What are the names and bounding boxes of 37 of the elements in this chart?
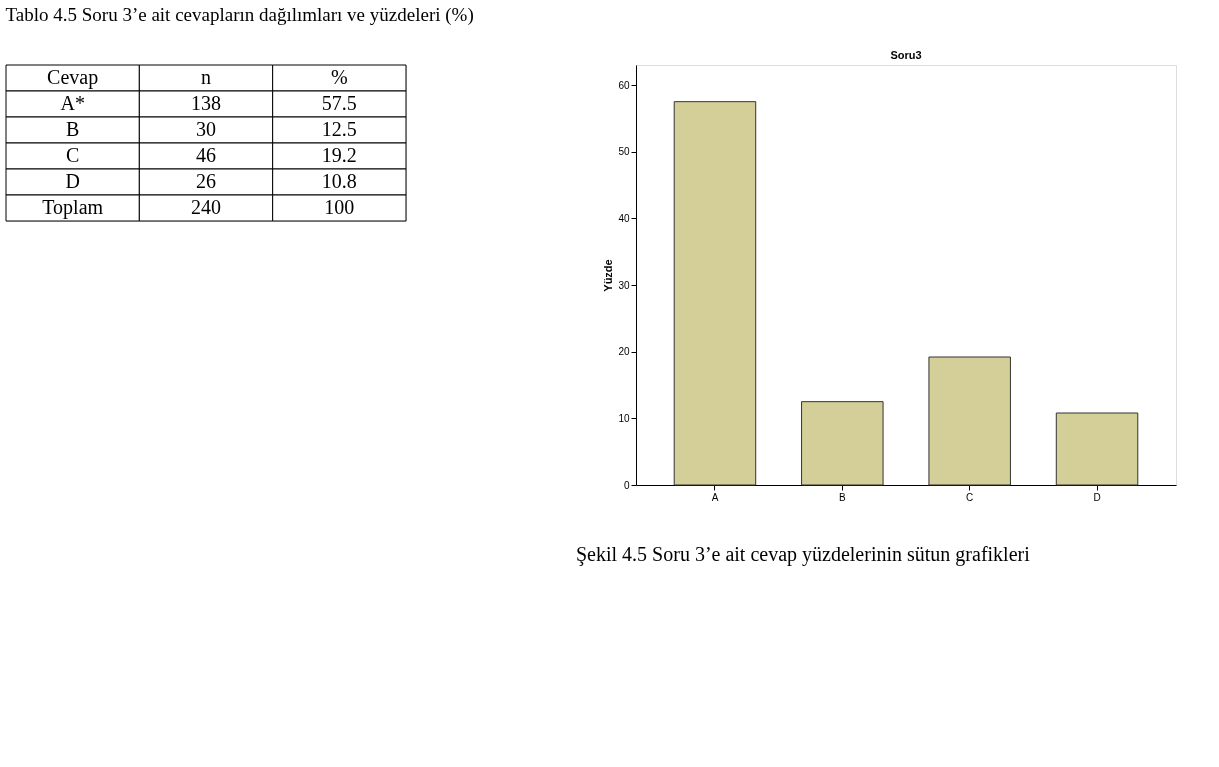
text: 19.2: [321, 144, 357, 166]
text: 138: [191, 92, 221, 114]
y-tick-label: 50: [618, 146, 630, 158]
text: 10.8: [321, 170, 357, 192]
text: Tablo 4.5 Soru 3’e ait cevapların dağılımları ve yüzdeleri (%): [5, 3, 474, 26]
y-tick-label: 20: [618, 346, 630, 358]
text: Cevap: [47, 66, 99, 89]
text: 240: [191, 196, 221, 218]
y-tick-label: 0: [623, 479, 630, 491]
y-axis-title: Yüzde: [602, 259, 615, 292]
text: B: [65, 118, 80, 140]
text: 30: [196, 118, 216, 140]
text: 46: [196, 144, 216, 166]
text: D: [65, 170, 80, 192]
x-tick-label: B: [838, 491, 846, 503]
y-tick-label: 40: [618, 212, 630, 224]
bar: [801, 401, 884, 486]
x-tick-label: A: [711, 491, 719, 503]
text: A*: [60, 92, 85, 114]
bar: [928, 356, 1011, 486]
y-tick-label: 60: [618, 79, 630, 91]
bar: [673, 101, 757, 486]
text: 100: [324, 196, 355, 218]
y-tick-label: 30: [618, 279, 630, 291]
text: Şekil 4.5 Soru 3’e ait cevap yüzdelerinin sütun grafikleri: [576, 543, 1031, 566]
bar: [1055, 412, 1139, 486]
text: n: [201, 66, 211, 88]
text: 57.5: [321, 92, 357, 114]
y-tick-label: 10: [618, 412, 630, 424]
text: C: [65, 144, 80, 166]
text: Toplam: [42, 196, 104, 219]
chart-title: Soru3: [890, 49, 922, 61]
text: 12.5: [321, 118, 357, 140]
x-tick-label: C: [966, 491, 974, 503]
text: 26: [196, 170, 216, 192]
x-tick-label: D: [1093, 491, 1101, 503]
text: %: [331, 66, 348, 88]
